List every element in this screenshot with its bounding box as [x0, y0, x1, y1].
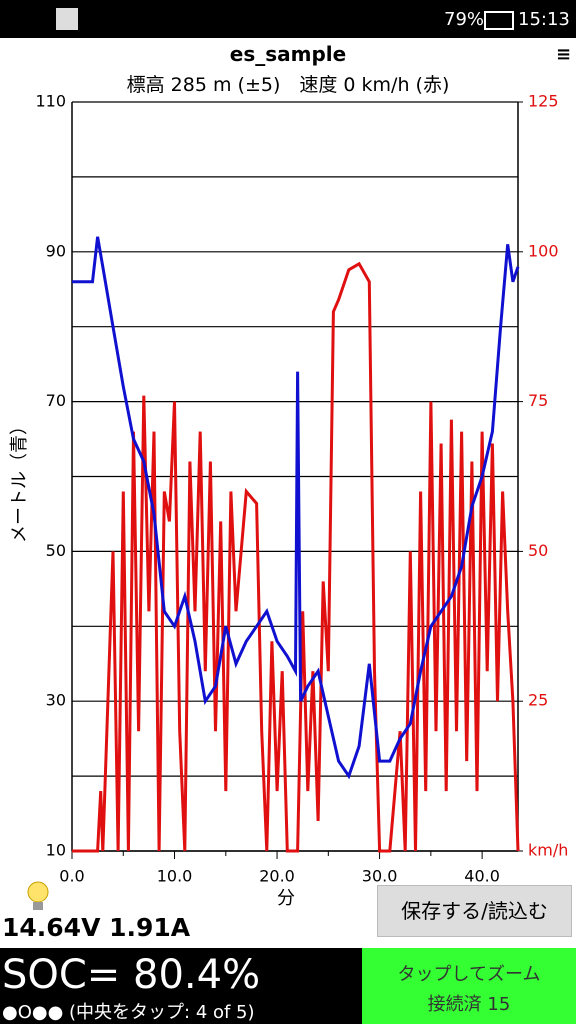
soc-panel[interactable]: SOC= 80.4% ●O●● (中央をタップ: 4 of 5): [0, 948, 362, 1024]
y-tick-label: 10: [46, 841, 66, 860]
y-tick-label: 110: [35, 92, 66, 111]
chart: メートル（青） 分 10 30 50 70 90 110 km/h 25 50 75 100 125 0…: [9, 92, 568, 910]
y2-tick-label: 50: [528, 541, 548, 560]
x-tick-label: 0.0: [59, 867, 84, 886]
subtitle: 標高 285 m (±5) 速度 0 km/h (赤): [126, 74, 450, 96]
battery-icon: [484, 11, 514, 30]
power-readout: 14.64V 1.91A: [2, 913, 191, 942]
app-title: es_sample: [229, 42, 347, 66]
y-tick-label: 70: [46, 391, 66, 410]
connection-text: 接続済 15: [427, 994, 511, 1015]
x-tick-label: 10.0: [157, 867, 193, 886]
battery-text: 79%: [444, 9, 485, 30]
series-line: [72, 261, 520, 853]
status-bar: 79% 15:13: [0, 0, 576, 38]
x-tick-label: 30.0: [362, 867, 398, 886]
soc: SOC= 80.4%: [2, 952, 261, 998]
zoom-text: タップしてズーム: [397, 964, 541, 985]
x-tick-label: 20.0: [259, 867, 295, 886]
y2-tick-label: 125: [528, 92, 559, 111]
y-tick-label: 50: [46, 541, 66, 560]
series-line: [72, 236, 520, 780]
status-icon: [56, 8, 78, 30]
y-axis-label: メートル（青）: [9, 417, 30, 543]
y2-tick-label: 25: [528, 691, 548, 710]
x-axis-label: 分: [277, 888, 295, 909]
y-tick-label: 30: [46, 691, 66, 710]
y2-tick-label: km/h: [528, 841, 568, 860]
x-tick-label: 40.0: [464, 867, 500, 886]
y2-tick-label: 100: [528, 241, 559, 260]
zoom-panel[interactable]: タップしてズーム 接続済 15: [362, 948, 576, 1024]
lightbulb-icon: [27, 881, 49, 910]
y-tick-label: 90: [46, 241, 66, 260]
menu-icon[interactable]: ≡: [556, 44, 572, 65]
clock: 15:13: [518, 9, 570, 30]
save-load-button[interactable]: 保存する/読込む: [377, 885, 572, 937]
mode: ●O●● (中央をタップ: 4 of 5): [2, 1002, 255, 1023]
y2-tick-label: 75: [528, 391, 548, 410]
